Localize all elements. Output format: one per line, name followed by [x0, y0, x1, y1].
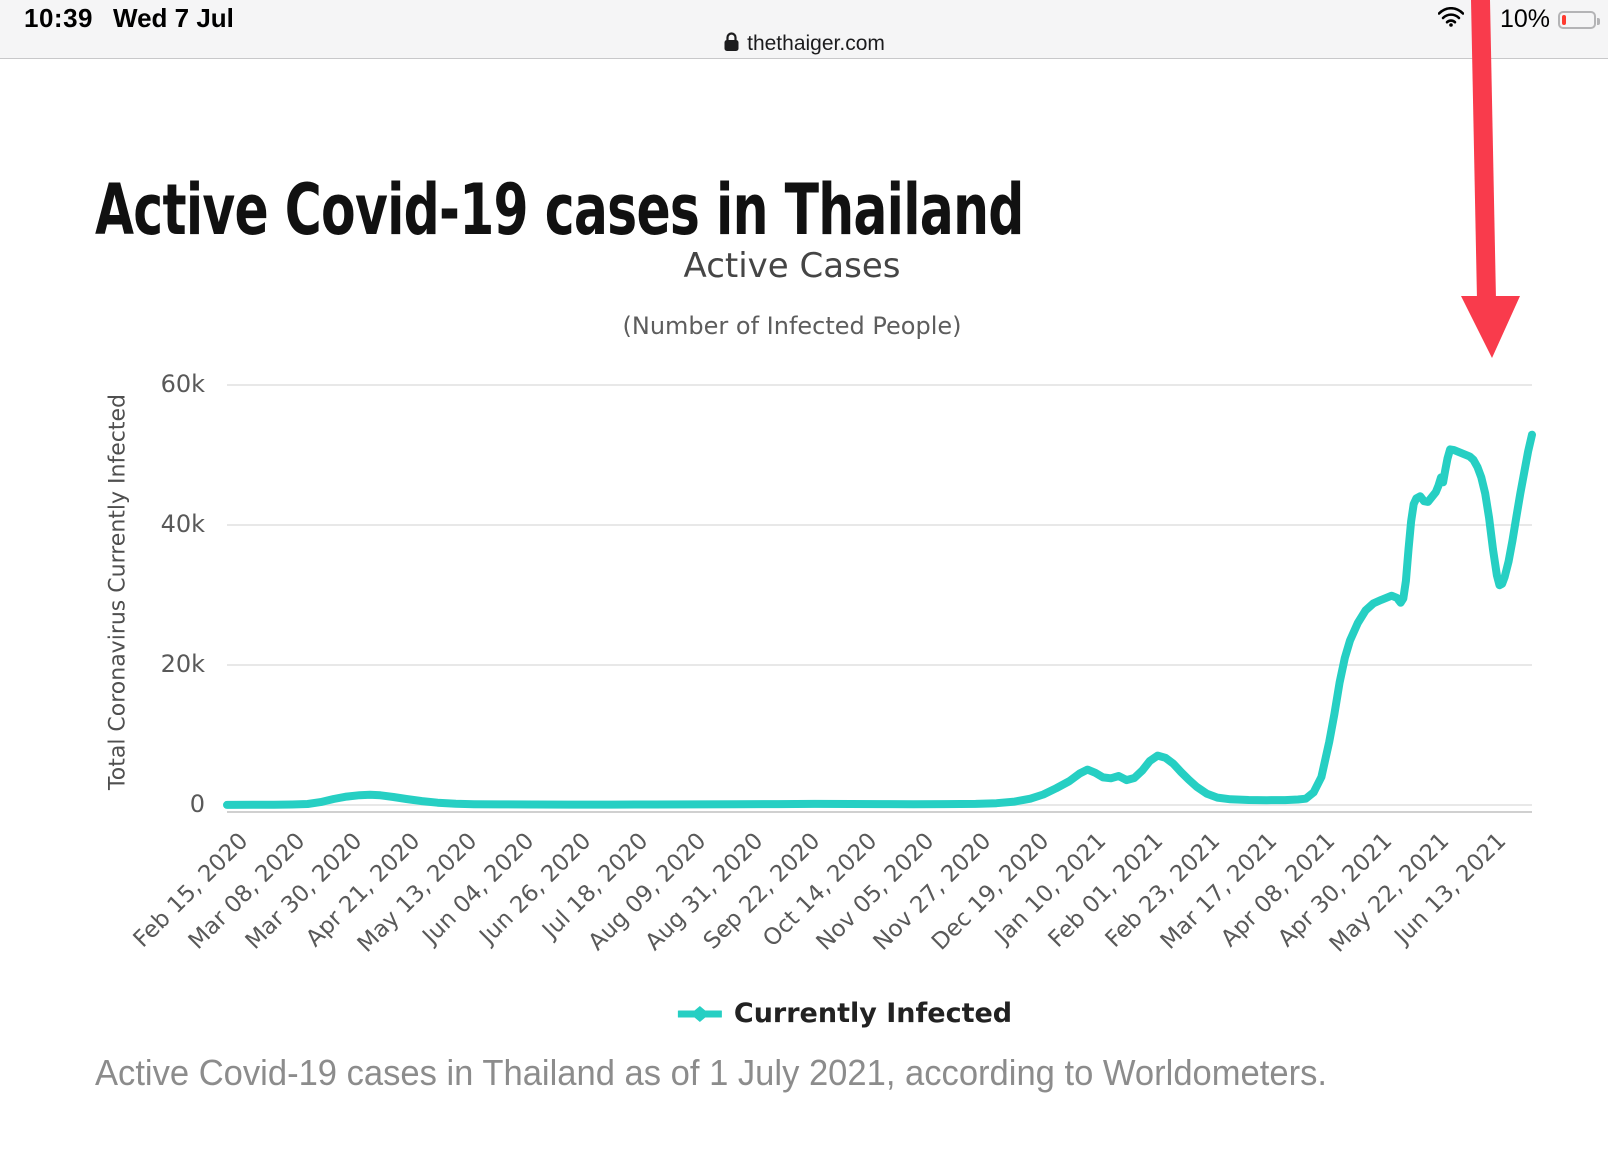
wifi-icon [1437, 6, 1465, 32]
battery-icon [1558, 10, 1600, 29]
address-bar[interactable]: thethaiger.com [0, 30, 1608, 58]
y-tick-label-40k: 40k [160, 509, 205, 538]
url-text: thethaiger.com [747, 32, 885, 55]
page-heading: Active Covid-19 cases in Thailand [95, 168, 1024, 251]
location-services-icon [1472, 7, 1492, 32]
legend-line-marker-icon [677, 1005, 722, 1022]
chart-subtitle: (Number of Infected People) [622, 312, 962, 340]
legend-item-currently-infected[interactable]: Currently Infected [677, 998, 1013, 1029]
clock-label: 10:39 [24, 3, 93, 33]
y-tick-label-0: 0 [189, 789, 205, 818]
legend-label: Currently Infected [733, 998, 1013, 1029]
battery-nub [1597, 17, 1600, 25]
y-tick-label-20k: 20k [160, 649, 205, 678]
y-tick-label-60k: 60k [160, 369, 205, 398]
chart-title: Active Cases [683, 246, 901, 286]
image-caption: Active Covid-19 cases in Thailand as of … [95, 1052, 1327, 1093]
date-label: Wed 7 Jul [113, 3, 234, 33]
status-bar-left: 10:39 Wed 7 Jul [24, 3, 234, 34]
battery-level-fill [1562, 14, 1566, 25]
legend: Currently Infected [677, 998, 1013, 1029]
battery-percent-label: 10% [1499, 5, 1550, 33]
browser-chrome: 10:39 Wed 7 Jul 10% [0, 0, 1608, 59]
lock-icon [723, 31, 740, 58]
series-line-currently-infected [223, 430, 1536, 809]
